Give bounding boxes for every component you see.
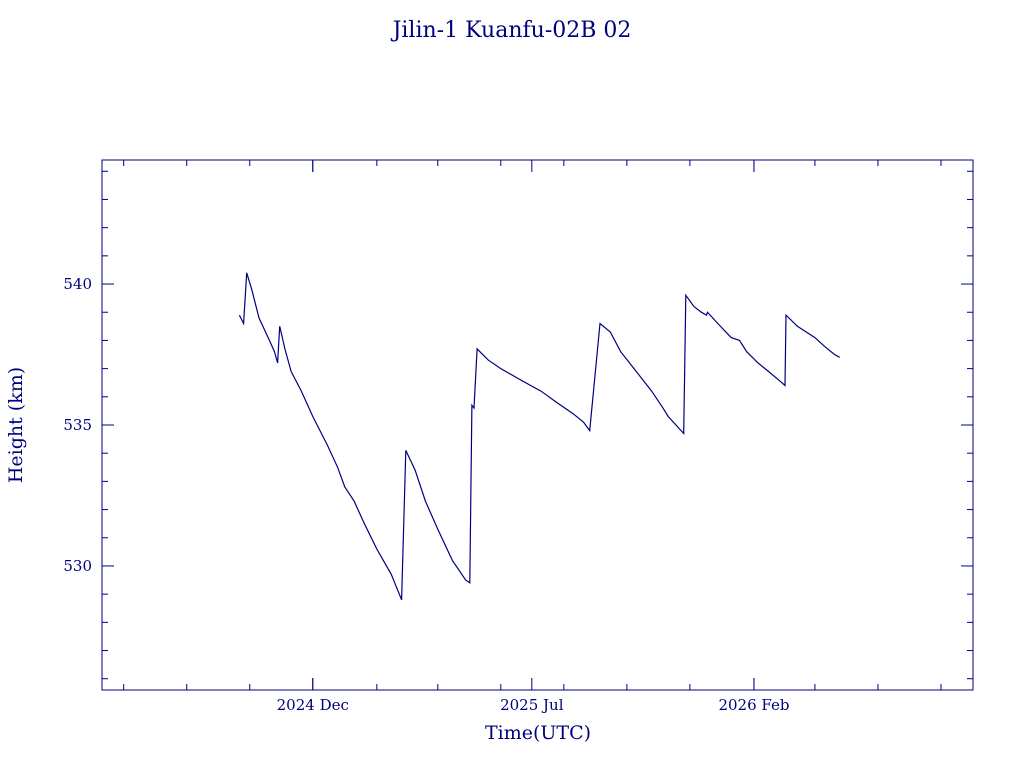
- y-tick-label: 535: [63, 416, 92, 434]
- y-tick-label: 540: [63, 275, 92, 293]
- axis-ticks: [102, 160, 973, 690]
- x-tick-label: 2024 Dec: [277, 696, 349, 714]
- axis-tick-labels: 530 535 540 2024 Dec 2025 Jul 2026 Feb: [63, 275, 789, 714]
- chart-title: Jilin-1 Kuanfu-02B 02: [391, 18, 632, 43]
- y-axis-label: Height (km): [5, 367, 27, 483]
- y-tick-label: 530: [63, 557, 92, 575]
- plot-frame: [101, 159, 974, 691]
- x-tick-label: 2026 Feb: [718, 696, 789, 714]
- x-tick-label: 2025 Jul: [500, 696, 564, 714]
- x-axis-label: Time(UTC): [485, 722, 591, 744]
- series-line: [238, 272, 840, 601]
